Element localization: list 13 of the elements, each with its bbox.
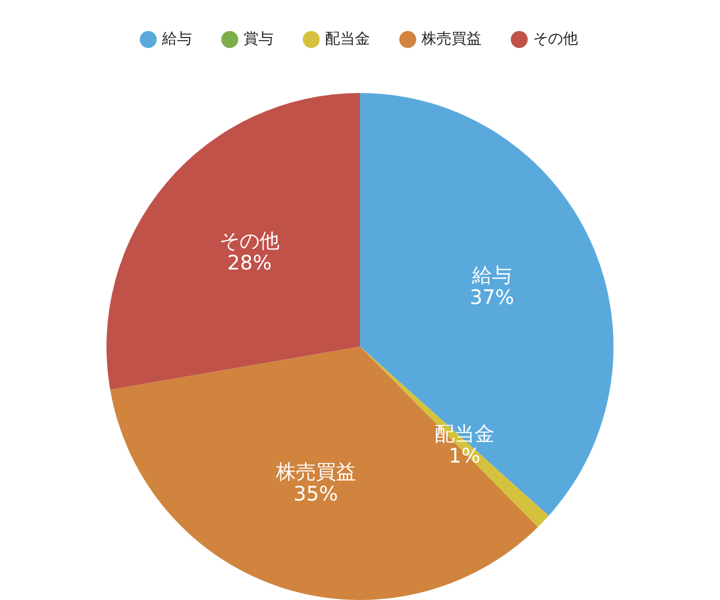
legend-label: 給与 [160, 29, 192, 48]
slice-label: 配当金 [434, 421, 495, 446]
legend-label: 株売買益 [420, 29, 482, 48]
data-label: 28% [227, 250, 272, 275]
data-label: 35% [294, 481, 338, 506]
legend-label: その他 [532, 29, 578, 48]
slice-label: 給与 [470, 262, 512, 287]
data-label: 37% [470, 284, 514, 309]
slice-label: その他 [219, 228, 280, 253]
legend-label: 配当金 [324, 29, 370, 48]
slice-label: 株売買益 [274, 459, 356, 484]
data-label: 1% [448, 443, 480, 468]
legend-label: 賞与 [243, 29, 274, 48]
